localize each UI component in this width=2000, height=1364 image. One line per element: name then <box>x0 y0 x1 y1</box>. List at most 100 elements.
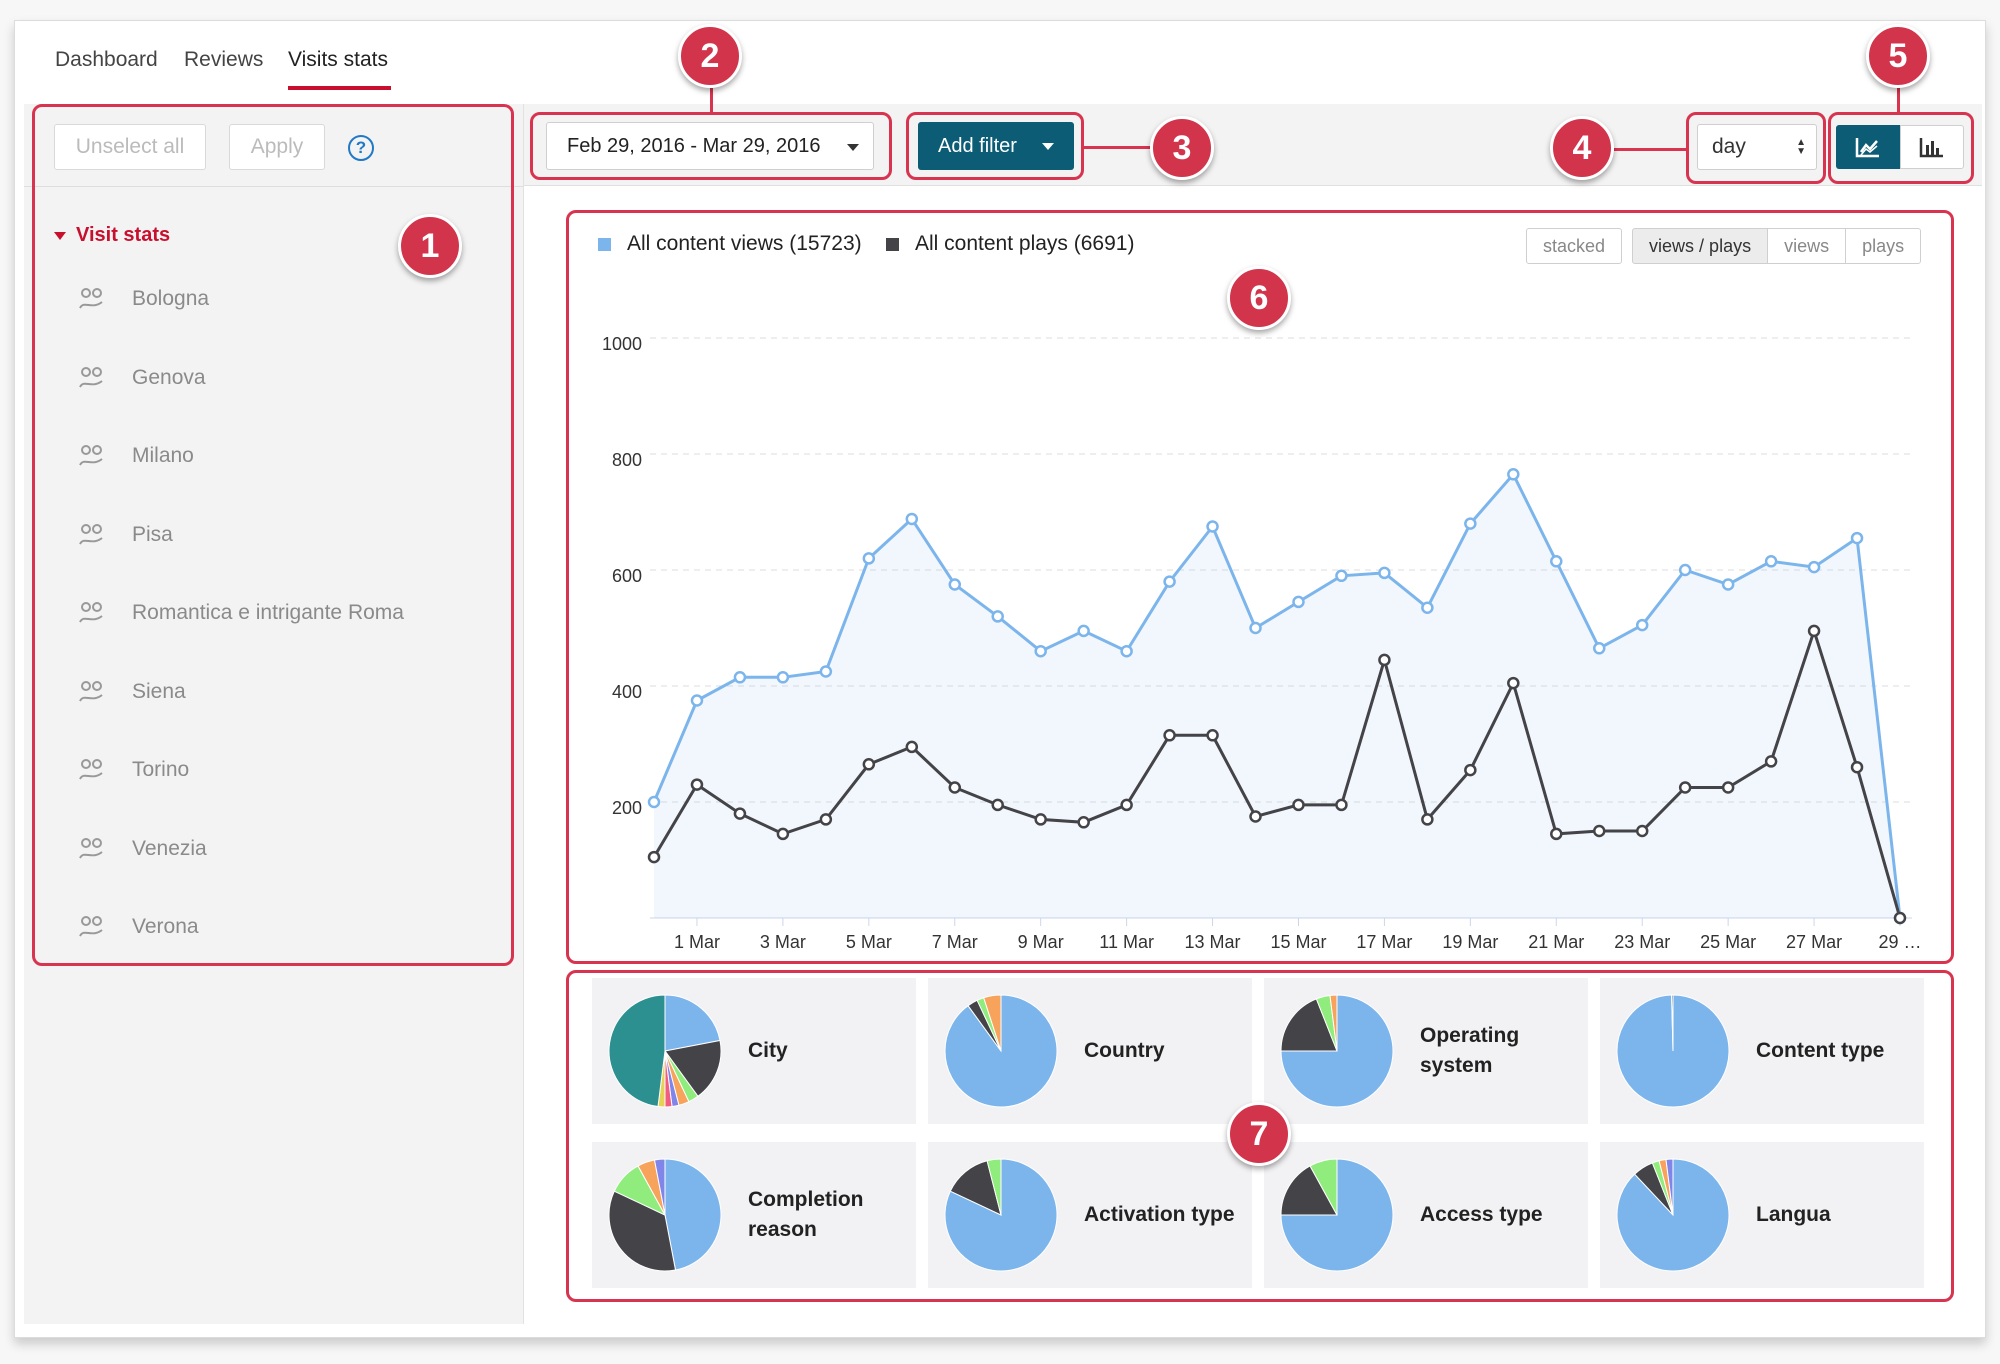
plays-point[interactable] <box>1077 816 1090 829</box>
tab-visits-stats[interactable]: Visits stats <box>288 48 388 71</box>
bar-chart-view-button[interactable] <box>1900 125 1964 169</box>
plays-point[interactable] <box>1764 755 1778 768</box>
unselect-all-button[interactable]: Unselect all <box>54 124 206 170</box>
pie-slice[interactable] <box>983 994 1002 1052</box>
plays-point[interactable] <box>862 758 876 771</box>
views-point[interactable] <box>1034 644 1047 658</box>
views-point[interactable] <box>948 578 962 591</box>
pie-card[interactable]: Country <box>928 978 1252 1124</box>
views-point[interactable] <box>905 512 919 526</box>
plays-point[interactable] <box>1335 798 1348 812</box>
views-point[interactable] <box>647 795 661 809</box>
plays-point[interactable] <box>1850 760 1864 774</box>
views-point[interactable] <box>1464 517 1477 530</box>
plays-point[interactable] <box>1249 810 1262 823</box>
plays-point[interactable] <box>1421 813 1434 826</box>
views-point[interactable] <box>1507 468 1520 481</box>
pie-slice[interactable] <box>986 1158 1002 1216</box>
plays-point[interactable] <box>1206 729 1219 742</box>
plays-point[interactable] <box>948 781 962 794</box>
toggle-views[interactable]: views <box>1767 228 1847 264</box>
sidebar-item[interactable]: Pisa <box>78 522 173 548</box>
views-point[interactable] <box>1335 569 1348 583</box>
sidebar-item[interactable]: Romantica e intrigante Roma <box>78 600 404 626</box>
pie-slice[interactable] <box>608 1190 677 1272</box>
add-filter-button[interactable]: Add filter <box>918 122 1074 170</box>
pie-card[interactable]: Completion reason <box>592 1142 916 1288</box>
sidebar-item[interactable]: Venezia <box>78 836 207 862</box>
help-icon[interactable]: ? <box>348 135 374 161</box>
views-point[interactable] <box>1635 618 1649 632</box>
sidebar-item[interactable]: Verona <box>78 914 199 940</box>
views-point[interactable] <box>690 694 704 707</box>
pie-slice[interactable] <box>1665 1158 1674 1216</box>
period-select[interactable]: day ▲ ▼ <box>1697 124 1817 170</box>
date-range-picker[interactable]: Feb 29, 2016 - Mar 29, 2016 <box>546 122 874 170</box>
sidebar-item[interactable]: Genova <box>78 365 206 391</box>
views-point[interactable] <box>819 665 833 678</box>
views-point[interactable] <box>1206 520 1219 533</box>
pie-card[interactable]: Langua <box>1600 1142 1924 1288</box>
plays-point[interactable] <box>1464 763 1477 777</box>
toggle-views-plays[interactable]: views / plays <box>1632 228 1769 264</box>
legend-views[interactable]: All content views (15723) <box>598 232 862 256</box>
pie-card[interactable]: Activation type <box>928 1142 1252 1288</box>
pie-slice[interactable] <box>1280 1158 1394 1272</box>
pie-slice[interactable] <box>944 1158 1058 1272</box>
plays-point[interactable] <box>733 807 747 820</box>
pie-slice[interactable] <box>1280 994 1394 1108</box>
pie-card[interactable]: Content type <box>1600 978 1924 1124</box>
views-point[interactable] <box>733 671 747 684</box>
views-point[interactable] <box>1163 575 1176 588</box>
plays-point[interactable] <box>1592 824 1606 838</box>
plays-point[interactable] <box>1378 653 1391 667</box>
toggle-stacked[interactable]: stacked <box>1526 228 1623 264</box>
plays-point[interactable] <box>1163 729 1176 742</box>
plays-point[interactable] <box>1635 824 1649 838</box>
plays-point[interactable] <box>1721 781 1735 794</box>
views-point[interactable] <box>1421 601 1434 614</box>
views-point[interactable] <box>1550 555 1563 568</box>
pie-slice[interactable] <box>1329 994 1338 1052</box>
plays-point[interactable] <box>1893 911 1907 925</box>
plays-point[interactable] <box>647 850 661 864</box>
views-point[interactable] <box>862 552 876 565</box>
toggle-plays[interactable]: plays <box>1845 228 1922 264</box>
views-point[interactable] <box>1249 621 1262 635</box>
plays-point[interactable] <box>1807 624 1821 638</box>
views-point[interactable] <box>1120 644 1133 658</box>
views-point[interactable] <box>991 610 1004 623</box>
plays-point[interactable] <box>776 827 790 841</box>
pie-card[interactable]: Access type <box>1264 1142 1588 1288</box>
line-chart-view-button[interactable] <box>1836 125 1900 169</box>
plays-point[interactable] <box>1120 798 1133 812</box>
views-point[interactable] <box>1678 563 1692 577</box>
sidebar-item[interactable]: Siena <box>78 679 186 705</box>
pie-card[interactable]: Operating system <box>1264 978 1588 1124</box>
sidebar-item[interactable]: Milano <box>78 443 194 469</box>
pie-card[interactable]: City <box>592 978 916 1124</box>
visit-stats-section[interactable]: Visit stats <box>54 224 170 247</box>
views-point[interactable] <box>1077 624 1090 638</box>
plays-point[interactable] <box>905 740 919 754</box>
views-point[interactable] <box>1292 595 1305 609</box>
pie-slice[interactable] <box>1280 1165 1338 1216</box>
plays-point[interactable] <box>819 813 833 826</box>
plays-point[interactable] <box>991 798 1004 812</box>
pie-slice[interactable] <box>1309 1158 1338 1216</box>
plays-point[interactable] <box>1292 798 1305 812</box>
views-point[interactable] <box>1592 642 1606 655</box>
plays-point[interactable] <box>1034 813 1047 826</box>
sidebar-item[interactable]: Bologna <box>78 286 209 312</box>
plays-point[interactable] <box>1678 781 1692 794</box>
pie-slice[interactable] <box>664 994 721 1052</box>
pie-slice[interactable] <box>1280 998 1338 1052</box>
plays-point[interactable] <box>690 778 704 791</box>
tab-reviews[interactable]: Reviews <box>184 48 264 71</box>
views-point[interactable] <box>1721 578 1735 591</box>
views-point[interactable] <box>1764 555 1778 568</box>
plays-point[interactable] <box>1507 676 1520 690</box>
pie-slice[interactable] <box>664 1039 722 1098</box>
pie-slice[interactable] <box>664 1158 722 1271</box>
pie-slice[interactable] <box>608 994 666 1108</box>
